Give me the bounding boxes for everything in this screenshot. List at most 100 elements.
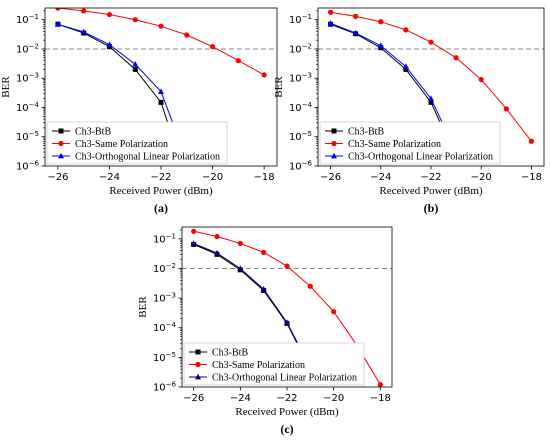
x-axis-label: Received Power (dBm): [379, 185, 483, 197]
data-point: [503, 106, 509, 112]
data-point: [478, 76, 484, 83]
data-point: [307, 283, 313, 289]
x-tick-label: −24: [99, 172, 120, 183]
data-point: [428, 95, 434, 102]
chart-panel-3: −26 −24 −22 −20 −18 10−6 10−5 10−4 10−3 10−2 10−1 R…: [137, 226, 393, 436]
data-point: [402, 63, 409, 69]
data-point: [158, 99, 164, 105]
data-point: [158, 88, 164, 94]
legend-box: [183, 342, 365, 386]
x-tick-label: −18: [370, 393, 391, 404]
y-tick-label: 10−1: [289, 13, 312, 26]
legend-marker: [195, 373, 201, 380]
series-line: [193, 242, 307, 359]
y-tick-label: 10−2: [289, 42, 312, 55]
data-point: [80, 28, 87, 35]
data-point: [352, 29, 359, 36]
data-point: [54, 21, 61, 27]
legend-entry-label: Ch3-BtB: [348, 127, 384, 138]
data-point: [331, 309, 337, 315]
data-point: [132, 61, 139, 67]
y-tick-label: 10−4: [289, 101, 313, 114]
data-point: [184, 32, 190, 38]
y-tick-label: 10−5: [16, 130, 39, 143]
y-tick-label: 10−5: [289, 130, 312, 143]
data-point: [237, 240, 243, 247]
data-point: [428, 99, 434, 105]
legend-entry-label: Ch3-Orthogonal Linear Polarization: [75, 152, 220, 163]
legend-box: [319, 121, 501, 165]
chart-panel-1: −26 −24 −22 −20 −18 10−6 10−5 10−4 10−3 10−2 10−1 R…: [0, 7, 278, 215]
legend-box: [46, 121, 228, 165]
x-axis-label: Received Power (dBm): [109, 185, 213, 197]
chart-panel-2: −26 −24 −22 −20 −18 10−6 10−5 10−4 10−3 10−2 10−1 R…: [273, 7, 545, 215]
series-line: [330, 23, 450, 142]
data-point: [214, 233, 220, 240]
data-point: [158, 23, 164, 29]
data-point: [81, 8, 87, 14]
legend-marker: [195, 349, 201, 355]
x-tick-label: −22: [276, 393, 297, 404]
y-tick-label: 10−3: [153, 292, 176, 305]
legend-entry-label: Ch3-Orthogonal Linear Polarization: [348, 152, 493, 163]
x-tick-label: −22: [150, 172, 171, 183]
data-point: [214, 249, 220, 256]
y-tick-label: 10−6: [153, 381, 177, 394]
data-point: [428, 39, 434, 45]
legend-marker: [331, 152, 337, 159]
panel-label: (b): [424, 201, 439, 215]
data-point: [528, 138, 535, 144]
data-point: [327, 9, 334, 15]
series-2: [55, 8, 267, 78]
y-tick-label: 10−4: [153, 321, 177, 334]
y-tick-label: 10−1: [153, 232, 176, 245]
x-tick-label: −18: [254, 172, 275, 183]
legend-entry-label: Ch3-BtB: [212, 348, 248, 359]
y-tick-label: 10−3: [289, 72, 312, 85]
y-tick-label: 10−5: [153, 351, 176, 364]
x-tick-label: −24: [230, 393, 251, 404]
data-point: [55, 8, 61, 11]
data-point: [378, 19, 384, 25]
series-2: [191, 228, 383, 387]
x-axis-label: Received Power (dBm): [235, 406, 339, 418]
y-tick-label: 10−4: [16, 101, 40, 114]
data-point: [132, 17, 138, 23]
x-tick-label: −20: [323, 393, 344, 404]
y-tick-label: 10−6: [289, 160, 313, 173]
series-3: [190, 240, 309, 362]
series-2: [327, 9, 535, 144]
x-tick-label: −20: [202, 172, 223, 183]
y-tick-label: 10−1: [16, 13, 39, 26]
data-point: [237, 265, 244, 271]
data-point: [106, 11, 113, 18]
legend-marker: [195, 361, 201, 368]
data-point: [327, 20, 334, 26]
legend-entry-label: Ch3-Same Polarization: [212, 360, 305, 371]
legend-marker: [331, 140, 337, 147]
data-point: [453, 55, 459, 61]
data-point: [260, 285, 267, 292]
data-point: [132, 66, 138, 72]
x-tick-label: −18: [521, 172, 542, 183]
legend-marker: [58, 152, 64, 159]
series-line: [57, 8, 265, 76]
data-point: [261, 72, 267, 78]
data-point: [284, 263, 290, 269]
y-axis-label: BER: [273, 76, 285, 98]
y-tick-label: 10−3: [16, 72, 39, 85]
x-tick-label: −24: [370, 172, 391, 183]
panel-label: (a): [154, 201, 168, 215]
x-tick-label: −26: [183, 393, 204, 404]
data-point: [377, 42, 384, 49]
data-point: [235, 58, 241, 64]
x-tick-label: −20: [471, 172, 492, 183]
legend-entry-label: Ch3-BtB: [75, 127, 111, 138]
legend-entry-label: Ch3-Orthogonal Linear Polarization: [212, 373, 357, 384]
legend-entry-label: Ch3-Same Polarization: [348, 139, 441, 150]
